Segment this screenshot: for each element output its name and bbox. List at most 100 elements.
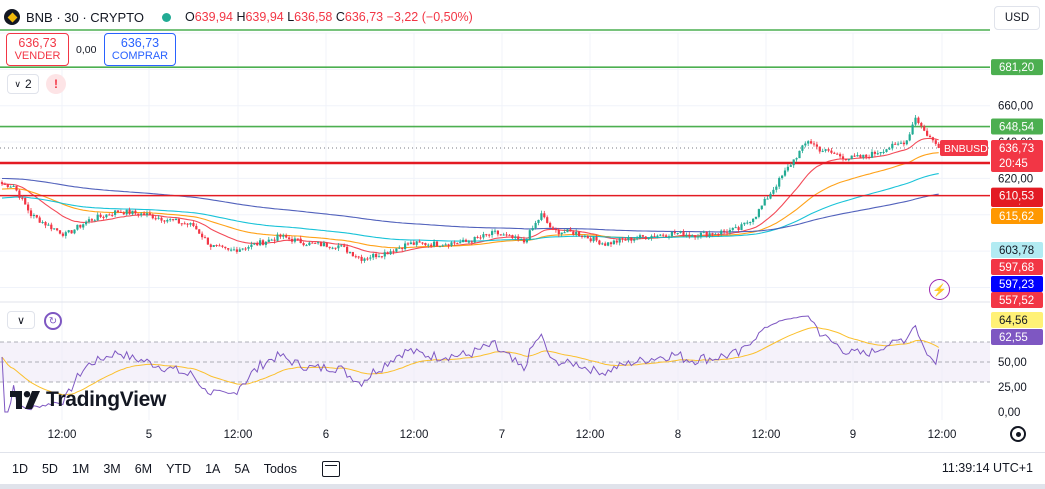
rsi-ma-badge-label: 64,56 xyxy=(999,315,1028,327)
symbol-header: BNB · 30 · CRYPTO O639,94 H639,94 L636,5… xyxy=(4,6,473,28)
candle-body xyxy=(470,241,473,243)
candle-body xyxy=(520,239,523,241)
candle-body xyxy=(212,245,215,247)
candle-body xyxy=(923,126,926,131)
candle-body xyxy=(476,236,479,238)
candle-body xyxy=(256,243,259,246)
candle-body xyxy=(514,236,517,239)
candle-body xyxy=(412,242,415,245)
candle-body xyxy=(125,209,128,215)
price-tick-label: 620,00 xyxy=(998,173,1033,185)
candle-body xyxy=(288,237,291,239)
buy-button[interactable]: 636,73 COMPRAR xyxy=(104,33,176,66)
symbol-title[interactable]: BNB · 30 · CRYPTO xyxy=(26,9,144,25)
candle-body xyxy=(102,216,105,218)
candle-body xyxy=(853,155,856,157)
timeframe-5d[interactable]: 5D xyxy=(41,461,58,476)
tradingview-logo[interactable]: TradingView xyxy=(10,386,166,414)
candle-body xyxy=(44,222,47,226)
candle-body xyxy=(409,242,412,245)
candle-body xyxy=(598,240,601,245)
candle-body xyxy=(653,235,656,237)
candle-body xyxy=(607,242,610,246)
sell-button[interactable]: 636,73 VENDER xyxy=(6,33,69,66)
axis-badge-1-label: 603,78 xyxy=(999,245,1034,257)
candle-body xyxy=(546,217,549,223)
candle-body xyxy=(96,214,99,221)
calendar-icon[interactable] xyxy=(322,460,341,477)
timeframe-ytd[interactable]: YTD xyxy=(166,461,192,476)
candle-body xyxy=(702,231,705,233)
candle-body xyxy=(79,224,82,228)
candle-body xyxy=(427,244,430,246)
candle-body xyxy=(163,220,166,222)
candle-body xyxy=(189,223,192,225)
candle-body xyxy=(902,142,905,145)
candle-body xyxy=(241,248,244,250)
candle-body xyxy=(354,256,357,258)
high-value: 639,94 xyxy=(245,10,284,24)
candle-body xyxy=(290,238,294,242)
candle-body xyxy=(807,141,810,144)
candle-body xyxy=(694,235,697,238)
candle-body xyxy=(667,236,671,238)
candle-body xyxy=(348,252,352,254)
candle-body xyxy=(441,245,444,247)
candle-body xyxy=(346,246,349,253)
refresh-icon[interactable]: ↻ xyxy=(44,312,62,330)
candle-body xyxy=(279,234,282,237)
candle-body xyxy=(659,234,662,236)
rsi-tick-label: 0,00 xyxy=(998,407,1020,419)
settings-icon[interactable] xyxy=(1010,426,1026,442)
indicators-toggle[interactable]: ∨ 2 xyxy=(7,74,39,94)
market-open-icon xyxy=(162,12,171,22)
warning-icon[interactable]: ! xyxy=(46,74,66,94)
candle-body xyxy=(734,227,737,229)
lightning-icon[interactable]: ⚡ xyxy=(929,279,950,300)
candle-body xyxy=(847,159,850,161)
candle-body xyxy=(638,235,642,239)
timeframe-1d[interactable]: 1D xyxy=(12,461,28,476)
candle-body xyxy=(815,144,818,147)
candle-body xyxy=(421,242,424,244)
candle-body xyxy=(868,156,871,158)
timeframe-1m[interactable]: 1M xyxy=(71,461,90,476)
clock[interactable]: 11:39:14 UTC+1 xyxy=(941,461,1033,475)
candle-body xyxy=(444,244,447,246)
timeframe-3m[interactable]: 3M xyxy=(103,461,121,476)
candle-body xyxy=(192,223,195,226)
candle-body xyxy=(392,251,395,253)
candle-body xyxy=(569,229,572,232)
candle-body xyxy=(143,213,146,215)
level-badge-0 xyxy=(991,59,1043,76)
candle-body xyxy=(801,145,804,151)
candle-body xyxy=(314,242,317,244)
candle-body xyxy=(73,229,76,234)
candle-body xyxy=(897,143,900,145)
timeframe-6m[interactable]: 6M xyxy=(134,461,153,476)
rsi-line xyxy=(1,315,940,413)
candle-body xyxy=(763,198,766,206)
currency-select[interactable]: USD xyxy=(994,6,1040,30)
timeframe-5a[interactable]: 5A xyxy=(234,461,250,476)
candle-body xyxy=(662,234,665,236)
chart-canvas[interactable]: 660,00640,00620,00600,00580,0050,0025,00… xyxy=(0,0,1045,452)
chevron-down-icon: ∨ xyxy=(16,314,26,327)
timeframe-all[interactable]: Todos xyxy=(263,461,298,476)
time-tick-label: 7 xyxy=(499,429,505,441)
change-value: −3,22 (−0,50%) xyxy=(386,10,473,24)
candle-body xyxy=(186,223,189,225)
candle-body xyxy=(85,221,88,225)
candle-body xyxy=(563,232,566,234)
candle-body xyxy=(772,189,775,194)
candle-body xyxy=(928,135,932,138)
candle-body xyxy=(47,224,50,226)
candle-body xyxy=(9,186,12,188)
candle-body xyxy=(757,209,760,217)
candle-body xyxy=(198,229,201,234)
time-tick-label: 5 xyxy=(146,429,152,441)
candle-body xyxy=(493,230,497,232)
rsi-collapse-button[interactable]: ∨ xyxy=(7,311,35,329)
timeframe-1a[interactable]: 1A xyxy=(205,461,221,476)
candle-body xyxy=(221,245,224,247)
